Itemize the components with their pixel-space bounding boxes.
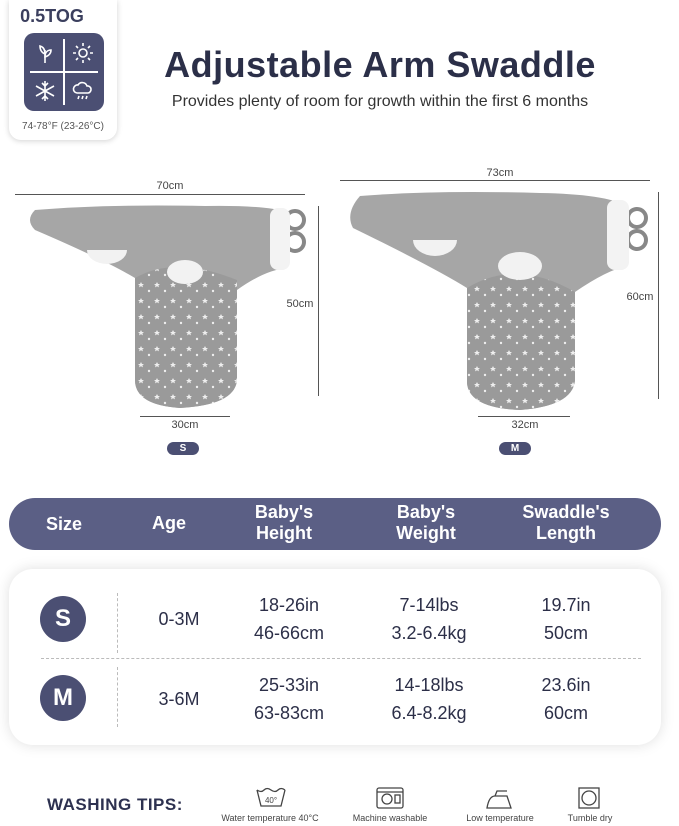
weight-cell: 7-14lbs 3.2-6.4kg <box>391 595 467 643</box>
leaf-icon <box>39 44 52 63</box>
width-label-small: 70cm <box>156 180 184 192</box>
wash-tip-label: Low temperature <box>466 813 534 823</box>
height-label-small: 50cm <box>286 298 314 310</box>
tog-badge: 0.5TOG 74-78°F (23-26°C) <box>9 0 117 140</box>
weight-cell: 14-18lbs 6.4-8.2kg <box>391 675 467 723</box>
age-cell: 3-6M <box>158 689 200 709</box>
svg-text:40°: 40° <box>265 796 277 805</box>
header-height: Baby's Height <box>254 502 314 543</box>
wash-tip-label: Tumble dry <box>567 813 613 823</box>
iron-icon <box>486 790 512 809</box>
header-age: Age <box>151 513 186 533</box>
header-size: Size <box>45 514 83 534</box>
page-title: Adjustable Arm Swaddle <box>164 44 596 85</box>
wash-tip-label: Machine washable <box>352 813 428 823</box>
length-cell: 19.7in 50cm <box>541 595 591 643</box>
swaddle-medium-illustration <box>350 192 648 410</box>
length-cell: 23.6in 60cm <box>541 675 591 723</box>
size-pill-small: S <box>167 442 199 455</box>
washing-tips-title: WASHING TIPS: <box>47 795 183 814</box>
wash-tip-label: Water temperature 40°C <box>221 813 319 823</box>
swaddle-small-illustration <box>30 205 306 408</box>
wash-tip-machine: Machine washable <box>340 786 440 826</box>
age-cell: 0-3M <box>158 609 200 629</box>
tog-rating: 0.5TOG <box>20 6 84 26</box>
wash-tip-water-temp: 40° Water temperature 40°C <box>215 786 325 826</box>
snowflake-icon <box>35 81 55 101</box>
size-badge-s: S <box>40 596 86 642</box>
bottom-width-label-medium: 32cm <box>511 419 539 431</box>
tumble-dry-icon <box>578 787 600 809</box>
header-weight: Baby's Weight <box>396 502 456 543</box>
height-cell: 18-26in 46-66cm <box>253 595 325 643</box>
size-chart-header: Size Age Baby's Height Baby's Weight Swadd… <box>9 498 661 550</box>
bottom-width-label-small: 30cm <box>171 419 199 431</box>
washing-machine-icon <box>376 787 404 809</box>
rain-cloud-icon <box>72 81 92 100</box>
width-label-medium: 73cm <box>486 167 514 179</box>
sun-icon <box>73 43 93 63</box>
wash-tub-icon: 40° <box>256 787 286 807</box>
size-badge-m: M <box>40 675 86 721</box>
page-subtitle: Provides plenty of room for growth withi… <box>171 93 589 110</box>
size-pill-medium: M <box>499 442 531 455</box>
header-length: Swaddle's Length <box>522 502 610 543</box>
height-label-medium: 60cm <box>626 291 654 303</box>
tog-icon-grid <box>24 33 104 111</box>
size-chart-body: S 0-3M 18-26in 46-66cm 7-14lbs 3.2-6.4kg 1… <box>9 569 661 745</box>
tog-temperature: 74-78°F (23-26°C) <box>22 121 104 132</box>
wash-tip-iron: Low temperature <box>450 786 550 826</box>
wash-tip-tumble-dry: Tumble dry <box>545 786 635 826</box>
height-cell: 25-33in 63-83cm <box>253 675 325 723</box>
